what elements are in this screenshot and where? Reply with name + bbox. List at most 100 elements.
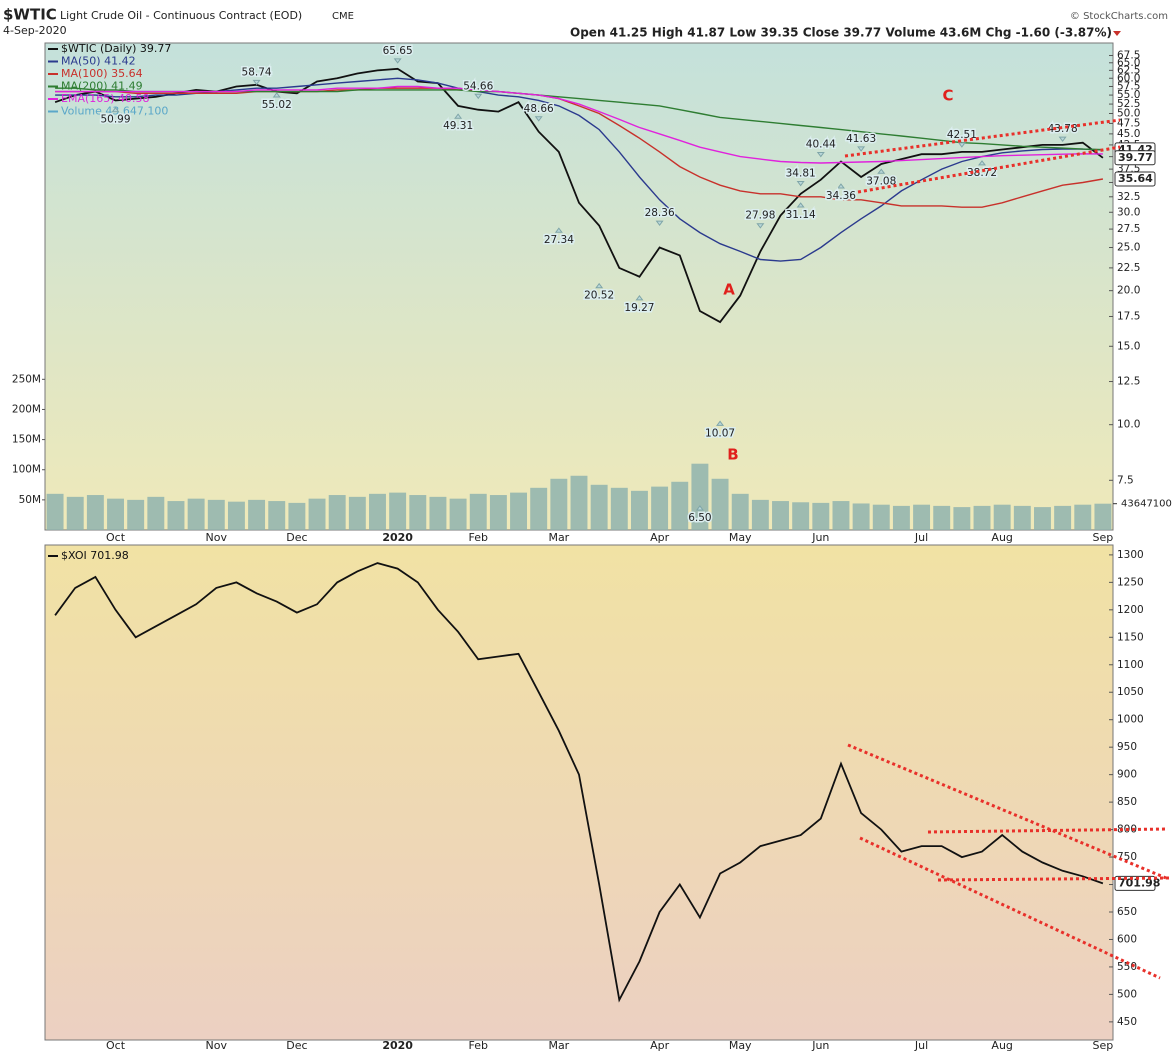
value-tag (1114, 171, 1156, 187)
annotation-label: 55.02 (262, 99, 292, 111)
annotation-marker (252, 79, 261, 86)
x-tick-label: Jul (914, 531, 928, 544)
annotation-marker (474, 93, 483, 100)
x-tick-label: Jul (914, 1039, 928, 1051)
quote: Open 41.25 High 41.87 Low 39.35 Close 39… (570, 26, 1112, 40)
y-tick-label: 20.0 (1117, 285, 1140, 297)
volume-bar (852, 503, 870, 530)
annotation-label: 10.07 (705, 427, 735, 439)
series-line (54, 67, 1104, 324)
volume-bar (489, 495, 507, 530)
volume-bar (1013, 505, 1031, 530)
annotation-label: 34.36 (826, 190, 856, 202)
series-line (55, 77, 1103, 262)
x-tick-label: Apr (650, 531, 670, 544)
annotation-marker (716, 420, 725, 426)
volume-bar (530, 487, 548, 530)
x-tick-label: Nov (206, 531, 228, 544)
exchange: CME (332, 11, 354, 22)
x-tick-label: Dec (286, 531, 307, 544)
legend-label: $XOI 701.98 (61, 549, 129, 562)
annotation-label: 20.52 (584, 290, 614, 302)
annotation-marker (978, 160, 987, 166)
volume-bar (308, 498, 326, 530)
y-tick-label: 600 (1117, 933, 1137, 945)
y-tick-label: 12.5 (1117, 376, 1140, 388)
legend-label: $WTIC (Daily) 39.77 (61, 42, 171, 55)
volume-bar (711, 478, 729, 530)
y-tick-label: 22.5 (1117, 262, 1140, 274)
annotation-label: 37.08 (866, 175, 896, 187)
volume-bar (610, 487, 628, 530)
annotation-marker (756, 223, 765, 229)
annotation-label: 40.44 (806, 139, 836, 151)
trend-lines (844, 118, 1171, 980)
marks-layer: 7.5 10.0 12.5 15.0 17.5 20.0 22.5 25.0 27.5 30.0 3… (12, 42, 1172, 1051)
y-tick-label: 60.0 (1117, 72, 1140, 84)
volume-bar (651, 486, 669, 530)
y-tick-label: 500 (1117, 988, 1137, 1000)
x-tick-label: Jun (811, 531, 829, 544)
x-tick-label: Sep (1093, 531, 1114, 544)
source: © StockCharts.com (1070, 11, 1168, 22)
volume-bar (1074, 504, 1092, 530)
x-tick-label: Aug (991, 531, 1012, 544)
annotation-label: 54.66 (463, 80, 493, 92)
volume-bar (832, 501, 850, 530)
wave-label: B (727, 446, 738, 464)
y-tick-label: 52.5 (1117, 98, 1140, 110)
volume-bar (913, 504, 931, 530)
annotation-marker (595, 282, 604, 289)
value-tag-label: 39.77 (1118, 151, 1153, 164)
y-tick-label: 550 (1117, 961, 1137, 973)
volume-bar (107, 498, 124, 530)
y-tick-label: 30.0 (1117, 206, 1140, 218)
annotation-marker (393, 58, 402, 64)
y-tick-label: 1100 (1117, 659, 1144, 671)
value-tag (1114, 875, 1156, 891)
annotation-marker (1058, 136, 1067, 143)
volume-bar (207, 499, 225, 530)
volume-bar (953, 507, 971, 530)
volume-bar (812, 502, 830, 530)
y-tick-label: 50.0 (1117, 108, 1140, 120)
y-tick-label: 27.5 (1117, 223, 1140, 235)
annotation-marker (796, 181, 805, 187)
x-tick-label: Apr (650, 1039, 670, 1051)
annotation-label: 48.66 (524, 103, 554, 115)
annotation-label: 65.65 (383, 45, 413, 57)
volume-bar (792, 502, 810, 530)
y-tick-label: 1050 (1117, 686, 1144, 698)
volume-bar (248, 499, 266, 530)
volume-bar (510, 492, 528, 530)
y2-tick-label: 250M (12, 373, 41, 385)
value-tag-label: 35.64 (1118, 172, 1153, 185)
y-tick-label: 10.0 (1117, 419, 1140, 431)
volume-bar (409, 495, 427, 530)
down-arrow (1113, 31, 1121, 36)
volume-bar (369, 493, 386, 530)
y-tick-label: 1150 (1117, 631, 1144, 643)
annotation-marker (272, 92, 281, 98)
y-tick-label: 45.0 (1117, 128, 1140, 140)
annotation-marker (534, 116, 543, 122)
volume-bar (772, 501, 789, 530)
volume-bar (328, 495, 346, 530)
legend-label: MA(200) 41.49 (61, 80, 143, 93)
annotation-marker (957, 142, 966, 148)
volume-bar (449, 498, 467, 530)
x-tick-label: 2020 (382, 531, 413, 544)
legend-label: MA(50) 41.42 (61, 55, 136, 68)
annotation-marker (877, 168, 886, 174)
y2-tick-label: 50M (19, 494, 41, 506)
annotation-label: 58.74 (242, 66, 272, 78)
y-tick-label: 17.5 (1117, 310, 1140, 322)
volume-bar (187, 498, 205, 530)
x-tick-label: Aug (991, 1039, 1012, 1051)
annotation-marker (857, 146, 866, 152)
volume-bar (993, 504, 1011, 530)
legend-label: EMA(165) 40.58 (61, 92, 150, 105)
x-tick-label: Feb (469, 531, 488, 544)
date: 4-Sep-2020 (3, 24, 67, 37)
x-tick-label: May (729, 1039, 752, 1051)
